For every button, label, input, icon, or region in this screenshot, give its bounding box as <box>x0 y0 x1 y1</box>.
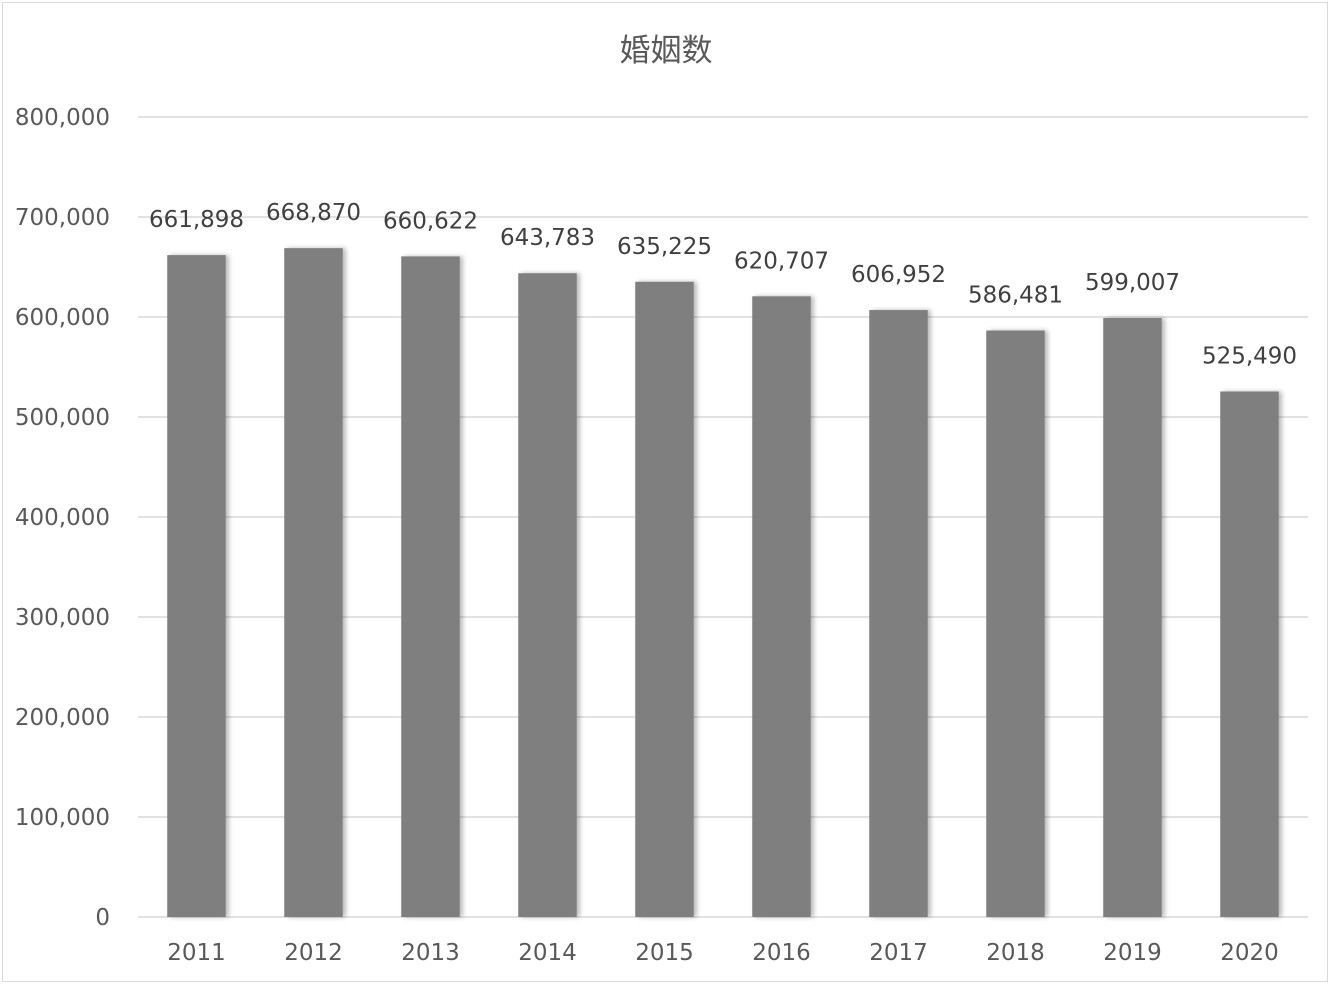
y-tick-label: 800,000 <box>15 105 110 131</box>
data-label-2011: 661,898 <box>149 207 244 233</box>
bars <box>167 248 1279 918</box>
bar-2013 <box>401 256 460 917</box>
x-tick-label: 2015 <box>635 940 694 966</box>
x-tick-label: 2017 <box>869 940 928 966</box>
x-tick-label: 2011 <box>167 940 226 966</box>
bar-2016 <box>752 296 811 918</box>
data-label-2015: 635,225 <box>617 234 712 260</box>
y-tick-label: 0 <box>95 905 110 931</box>
x-tick-label: 2016 <box>752 940 811 966</box>
x-axis-ticks: 2011 2012 2013 2014 2015 2016 2017 2018 2019 2020 <box>167 940 1279 966</box>
bar-2020 <box>1220 391 1279 917</box>
x-tick-label: 2020 <box>1220 940 1279 966</box>
y-tick-label: 200,000 <box>15 705 110 731</box>
y-tick-label: 600,000 <box>15 305 110 331</box>
bar-2011 <box>167 255 226 918</box>
data-label-2013: 660,622 <box>383 208 478 234</box>
y-axis-ticks: 0 100,000 200,000 300,000 400,000 500,000 600,… <box>15 105 110 931</box>
data-labels: 661,898 668,870 660,622 643,783 635,225 620,7… <box>149 200 1297 369</box>
bar-2019 <box>1103 317 1162 917</box>
bar-2017 <box>869 310 928 918</box>
y-tick-label: 400,000 <box>15 505 110 531</box>
y-tick-label: 500,000 <box>15 405 110 431</box>
data-label-2019: 599,007 <box>1085 270 1180 296</box>
y-tick-label: 300,000 <box>15 605 110 631</box>
data-label-2017: 606,952 <box>851 262 946 288</box>
data-label-2020: 525,490 <box>1202 344 1297 370</box>
data-label-2018: 586,481 <box>968 283 1063 309</box>
bar-2012 <box>284 248 343 917</box>
bar-2015 <box>635 281 694 917</box>
data-label-2014: 643,783 <box>500 225 595 251</box>
data-label-2012: 668,870 <box>266 200 361 226</box>
bar-2014 <box>518 273 577 917</box>
y-tick-label: 700,000 <box>15 205 110 231</box>
x-tick-label: 2012 <box>284 940 343 966</box>
x-tick-label: 2018 <box>986 940 1045 966</box>
x-tick-label: 2013 <box>401 940 460 966</box>
y-tick-label: 100,000 <box>15 805 110 831</box>
x-tick-label: 2019 <box>1103 940 1162 966</box>
data-label-2016: 620,707 <box>734 248 829 274</box>
bar-2018 <box>986 330 1045 917</box>
x-tick-label: 2014 <box>518 940 577 966</box>
chart-title: 婚姻数 <box>620 33 713 69</box>
